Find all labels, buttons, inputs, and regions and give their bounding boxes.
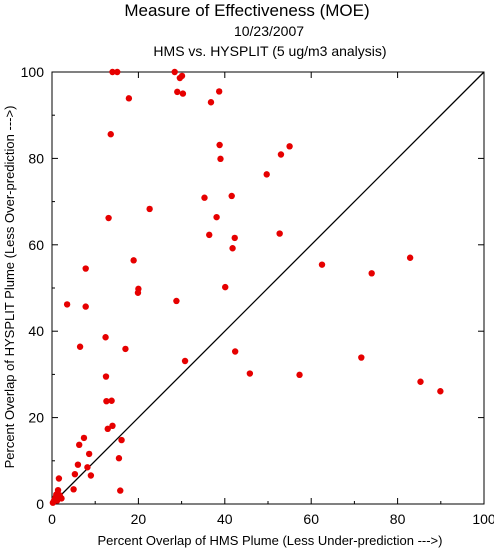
data-point <box>437 388 444 395</box>
data-point <box>125 95 133 102</box>
data-point <box>63 301 71 308</box>
data-point <box>122 345 129 353</box>
data-point <box>406 254 414 261</box>
data-point <box>358 354 365 361</box>
data-point <box>207 99 215 106</box>
data-point <box>222 283 229 291</box>
data-point <box>179 90 187 97</box>
data-point <box>74 461 82 468</box>
data-point <box>70 486 77 493</box>
data-point <box>103 397 110 405</box>
data-point <box>114 68 121 76</box>
data-point <box>231 348 239 355</box>
x-tick-label: 20 <box>131 511 147 527</box>
plot-area: 0 20 40 60 80 100 0 20 40 60 80 100 <box>21 64 494 527</box>
data-point <box>80 434 88 442</box>
data-point <box>368 270 375 277</box>
data-point <box>130 257 137 264</box>
data-point <box>263 171 270 178</box>
x-tick-label: 40 <box>217 511 233 527</box>
data-point <box>82 265 89 272</box>
data-point <box>76 441 83 449</box>
data-point <box>71 470 79 478</box>
data-point <box>84 464 91 471</box>
data-point <box>213 213 220 221</box>
data-point <box>173 297 180 305</box>
data-point <box>318 261 326 268</box>
chart-title: Measure of Effectiveness (MOE) <box>124 1 369 20</box>
data-point <box>102 373 110 380</box>
x-tick-label: 60 <box>303 511 319 527</box>
data-point <box>109 422 116 430</box>
x-tick-label: 100 <box>472 511 494 527</box>
data-point <box>286 143 293 150</box>
data-point <box>105 214 112 222</box>
data-point <box>178 72 186 80</box>
data-point <box>276 230 283 237</box>
data-point <box>417 378 424 385</box>
y-tick-label: 60 <box>28 237 44 253</box>
y-tick-label: 20 <box>28 410 44 426</box>
y-axis-label: Percent Overlap of HYSPLIT Plume (Less O… <box>2 106 17 469</box>
data-point <box>108 397 115 404</box>
data-point <box>174 88 181 96</box>
x-tick-label: 80 <box>390 511 406 527</box>
data-point <box>118 436 125 444</box>
data-point <box>55 475 63 482</box>
y-tick-label: 100 <box>21 64 45 80</box>
data-point <box>109 68 116 76</box>
y-tick-label: 40 <box>28 323 44 339</box>
data-point <box>115 455 123 462</box>
data-point <box>102 334 109 341</box>
data-point <box>76 343 84 350</box>
chart-subtitle: HMS vs. HYSPLIT (5 ug/m3 analysis) <box>153 43 386 59</box>
data-point <box>228 192 235 200</box>
data-point <box>231 234 238 242</box>
data-point <box>107 131 114 138</box>
data-point <box>104 425 111 433</box>
data-point <box>117 487 124 494</box>
reference-line <box>51 71 485 505</box>
data-point <box>277 151 285 158</box>
data-point <box>206 231 213 239</box>
data-point <box>171 68 178 76</box>
data-point <box>181 357 189 365</box>
data-point <box>82 303 89 310</box>
data-point <box>296 371 303 379</box>
y-tick-label: 0 <box>36 496 44 512</box>
data-point <box>54 486 62 494</box>
data-point <box>201 194 208 201</box>
data-point <box>135 285 142 293</box>
data-point <box>229 245 236 252</box>
data-point <box>146 205 153 213</box>
data-point <box>215 88 223 95</box>
x-axis-label: Percent Overlap of HMS Plume (Less Under… <box>98 533 443 548</box>
data-point <box>216 141 223 149</box>
y-tick-label: 80 <box>28 150 44 166</box>
data-point <box>85 450 93 458</box>
x-tick-label: 0 <box>48 511 56 527</box>
data-point <box>217 155 224 163</box>
data-point <box>87 472 95 479</box>
data-point <box>58 495 65 502</box>
chart-date: 10/23/2007 <box>234 23 304 39</box>
data-point <box>246 370 254 377</box>
